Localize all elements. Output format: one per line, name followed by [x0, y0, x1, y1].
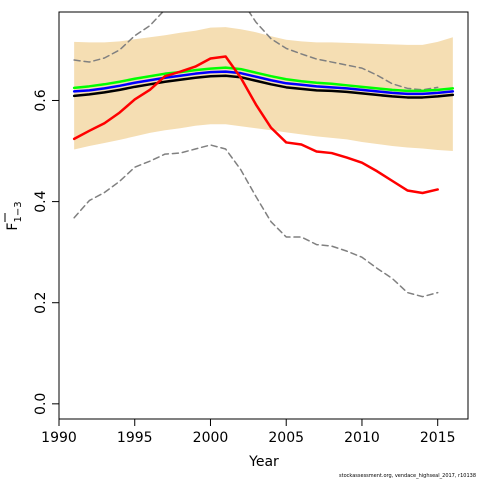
x-tick-label: 2005 — [268, 430, 304, 446]
y-tick-label: 0.2 — [33, 292, 49, 314]
y-tick-label: 0.6 — [33, 89, 49, 111]
confidence-band-layer — [74, 27, 453, 152]
y-axis-title-subscript: 1−3 — [13, 201, 24, 222]
y-axis-title: F1−3 — [4, 201, 24, 231]
series-line-4 — [72, 74, 455, 99]
confidence-band — [74, 27, 453, 152]
series-line-5 — [72, 55, 439, 195]
caption: stockassessment.org, vendace_highseal_20… — [339, 473, 476, 479]
series-line-3 — [72, 70, 455, 96]
x-axis: 1990 1995 2000 2005 2010 2015 — [41, 418, 456, 446]
y-axis-title-main: F — [5, 223, 21, 231]
x-tick-label: 2010 — [344, 430, 380, 446]
dashed-bound-line-1 — [73, 144, 439, 298]
dashed-bound-line-0 — [73, 12, 439, 91]
series-layer — [72, 12, 455, 298]
x-tick-label: 2000 — [193, 430, 229, 446]
series-line-2 — [72, 66, 455, 93]
y-tick-label: 0.4 — [33, 190, 49, 212]
y-axis: 0.0 0.2 0.4 0.6 — [33, 89, 60, 415]
x-tick-label: 2015 — [420, 430, 456, 446]
svg-text:F1−3: F1−3 — [5, 201, 24, 230]
x-axis-title: Year — [248, 454, 279, 470]
y-tick-label: 0.0 — [33, 393, 49, 415]
x-tick-label: 1995 — [117, 430, 153, 446]
x-tick-label: 1990 — [41, 430, 77, 446]
